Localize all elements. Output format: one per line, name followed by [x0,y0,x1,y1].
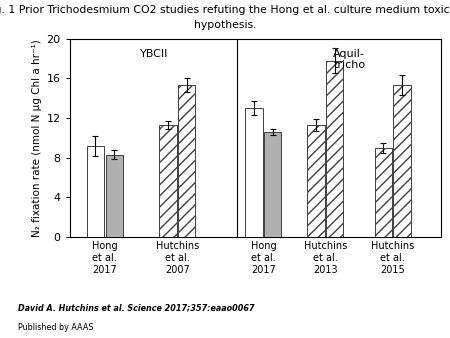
Text: Fig. 1 Prior Trichodesmium CO2 studies refuting the Hong et al. culture medium t: Fig. 1 Prior Trichodesmium CO2 studies r… [0,5,450,15]
Bar [87,146,104,237]
Bar [159,125,176,237]
Bar [393,85,410,237]
Bar [106,154,123,237]
Text: hypothesis.: hypothesis. [194,20,256,30]
Bar [374,148,392,237]
Bar [245,108,263,237]
Text: █AAAS: █AAAS [364,325,388,332]
Text: David A. Hutchins et al. Science 2017;357:eaao0067: David A. Hutchins et al. Science 2017;35… [18,304,255,313]
Bar [326,61,343,237]
Bar [264,132,281,237]
Bar [178,85,195,237]
Text: Aquil-
tricho: Aquil- tricho [333,49,365,70]
Bar [307,125,324,237]
Text: Science: Science [346,308,406,322]
Text: YBCII: YBCII [140,49,168,59]
Y-axis label: N₂ fixation rate (nmol N μg Chl a hr⁻¹): N₂ fixation rate (nmol N μg Chl a hr⁻¹) [32,39,42,237]
Text: Published by AAAS: Published by AAAS [18,323,94,332]
